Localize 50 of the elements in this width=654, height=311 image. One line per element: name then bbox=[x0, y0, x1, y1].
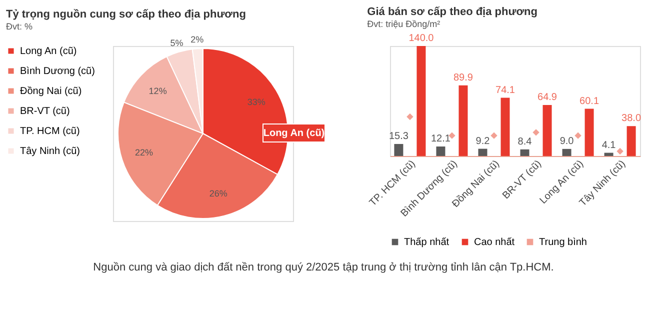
data-label: 9.0 bbox=[560, 136, 574, 147]
legend-label: Trung bình bbox=[539, 237, 587, 248]
data-label: 89.9 bbox=[453, 72, 474, 84]
chart-subtitle: Đvt: % bbox=[6, 22, 33, 32]
bar bbox=[436, 146, 446, 156]
data-label: 22% bbox=[135, 148, 154, 158]
bar bbox=[604, 152, 614, 156]
bar bbox=[478, 148, 488, 156]
data-label: 26% bbox=[209, 188, 228, 199]
bar bbox=[500, 98, 510, 156]
data-label: 4.1 bbox=[602, 140, 616, 151]
data-label: 15.3 bbox=[388, 130, 409, 142]
data-label: 64.9 bbox=[538, 92, 558, 104]
chart-subtitle: Đvt: triệu Đồng/m² bbox=[367, 19, 440, 29]
data-label: 8.4 bbox=[518, 136, 532, 148]
data-label: 33% bbox=[247, 96, 266, 107]
bar bbox=[626, 126, 636, 156]
legend-label: Cao nhất bbox=[474, 237, 515, 248]
data-label: 2% bbox=[190, 34, 204, 45]
data-label: 140.0 bbox=[408, 33, 434, 44]
legend-label: Thấp nhất bbox=[404, 237, 450, 248]
legend-label: Long An (cũ) bbox=[20, 46, 77, 57]
point bbox=[616, 148, 624, 155]
chart-title: Tỷ trọng nguồn cung sơ cấp theo địa phương bbox=[6, 8, 246, 21]
data-label: 5% bbox=[170, 38, 184, 48]
bar bbox=[562, 148, 572, 156]
legend-label: Bình Dương (cũ) bbox=[20, 66, 95, 77]
bar bbox=[394, 144, 404, 156]
bar bbox=[458, 85, 468, 156]
chart-title: Giá bán sơ cấp theo địa phương bbox=[367, 6, 538, 18]
data-label: 74.1 bbox=[496, 84, 516, 96]
legend-label: BR-VT (cũ) bbox=[20, 106, 70, 117]
point bbox=[490, 132, 498, 139]
legend-label: Tây Ninh (cũ) bbox=[20, 146, 80, 157]
bar bbox=[542, 105, 552, 156]
data-label: 60.1 bbox=[580, 96, 600, 107]
point bbox=[574, 132, 582, 139]
text: Nguồn cung và giao dịch đất nền trong quý 2/2025 tập trung ở thị trường tỉnh lân cận Tp.HCM. bbox=[93, 262, 554, 274]
data-label: 12% bbox=[148, 86, 167, 96]
point bbox=[532, 129, 540, 136]
legend-label: TP. HCM (cũ) bbox=[20, 126, 80, 137]
bar bbox=[416, 46, 426, 156]
data-label: 38.0 bbox=[622, 113, 642, 124]
data-label: 9.2 bbox=[476, 136, 490, 147]
data-label: 12.1 bbox=[430, 133, 451, 144]
text: Long An (cũ) bbox=[263, 128, 325, 139]
point bbox=[406, 113, 414, 120]
bar bbox=[520, 149, 530, 156]
bar bbox=[584, 108, 594, 156]
legend-label: Đồng Nai (cũ) bbox=[20, 86, 82, 97]
